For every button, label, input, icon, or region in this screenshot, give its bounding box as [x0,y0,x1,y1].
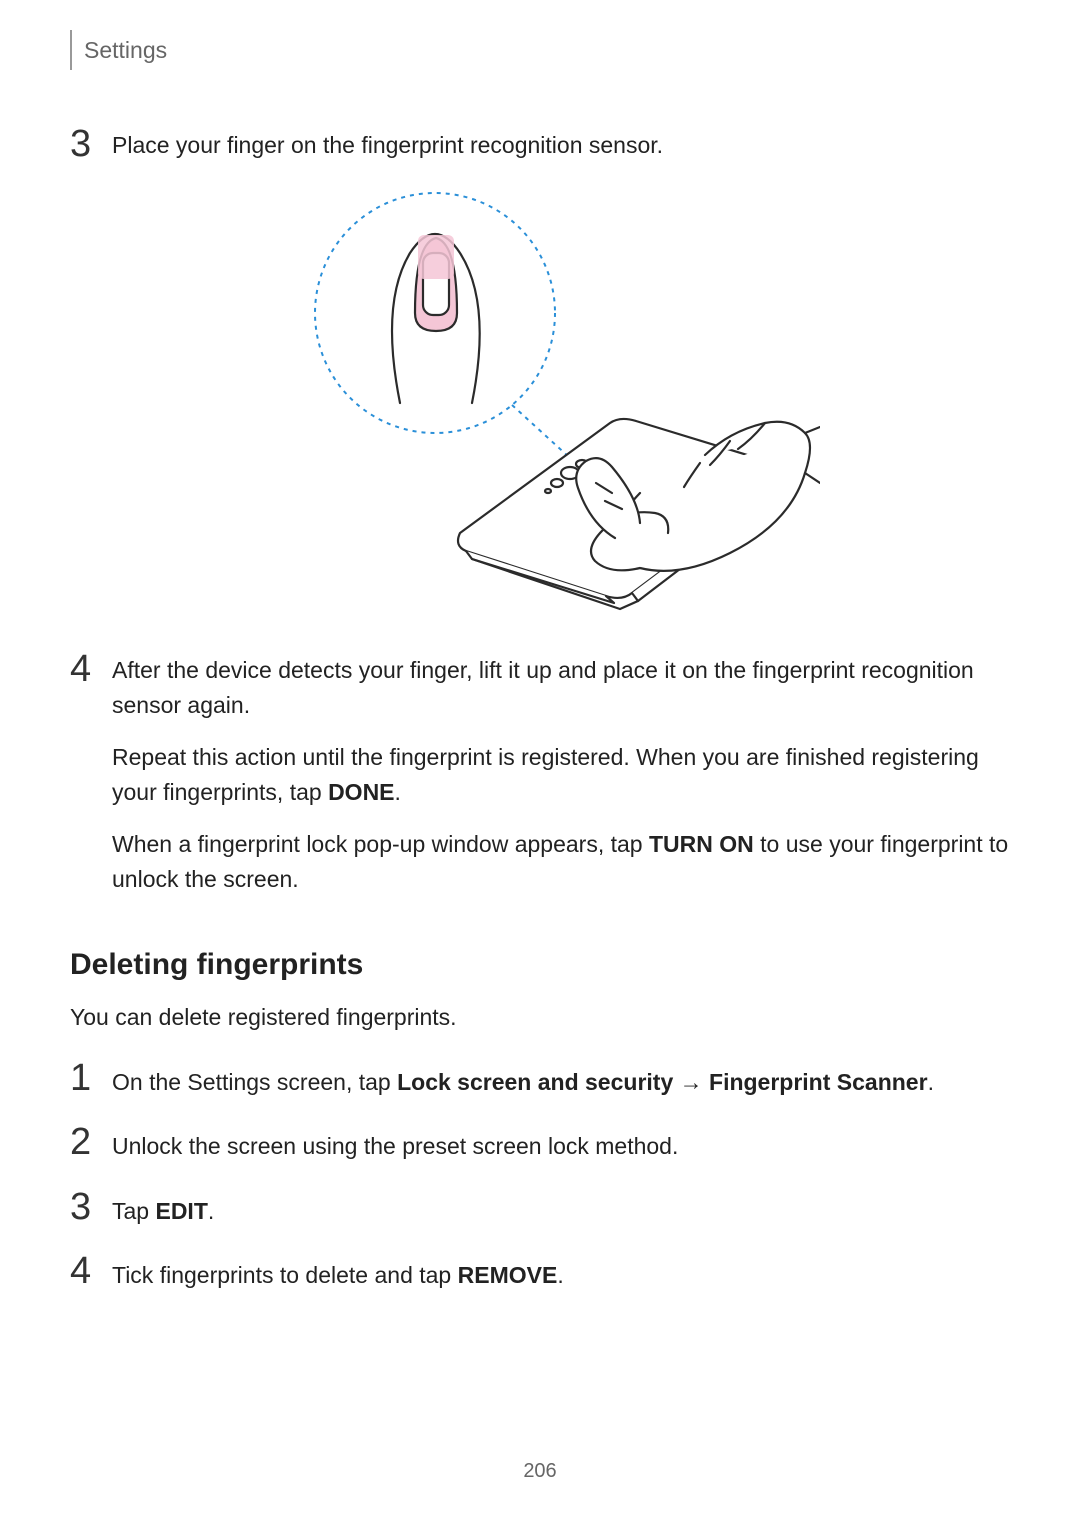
text: . [208,1198,214,1224]
delete-step-4: 4 Tick fingerprints to delete and tap RE… [70,1252,1010,1292]
bold-text: Fingerprint Scanner [709,1069,928,1095]
section-heading: Deleting fingerprints [70,948,1010,982]
step-text: Tick fingerprints to delete and tap REMO… [112,1259,1010,1292]
step-number: 2 [70,1123,112,1161]
step-number: 1 [70,1059,112,1097]
delete-step-3: 3 Tap EDIT. [70,1188,1010,1228]
document-page: Settings 3 Place your finger on the fing… [0,0,1080,1292]
header-title: Settings [84,37,167,64]
step-text: Unlock the screen using the preset scree… [112,1130,1010,1163]
section-intro: You can delete registered fingerprints. [70,1004,1010,1031]
text: Tap [112,1198,155,1224]
page-header: Settings [70,30,1010,70]
step-text: Place your finger on the fingerprint rec… [112,128,1010,163]
text: . [557,1262,563,1288]
step-text: On the Settings screen, tap Lock screen … [112,1066,1010,1099]
text: Unlock the screen using the preset scree… [112,1133,678,1159]
text: Repeat this action until the fingerprint… [112,744,979,805]
step-4: 4 After the device detects your finger, … [70,653,1010,914]
bold-text: DONE [328,779,394,805]
step-paragraph: When a fingerprint lock pop-up window ap… [112,827,1010,896]
step-3: 3 Place your finger on the fingerprint r… [70,128,1010,163]
bold-text: EDIT [155,1198,207,1224]
step-paragraph: After the device detects your finger, li… [112,653,1010,722]
bold-text: REMOVE [458,1262,558,1288]
delete-step-1: 1 On the Settings screen, tap Lock scree… [70,1059,1010,1099]
text: After the device detects your finger, li… [112,657,974,718]
text: On the Settings screen, tap [112,1069,397,1095]
header-divider [70,30,72,70]
step-paragraph: Repeat this action until the fingerprint… [112,740,1010,809]
text: . [928,1069,934,1095]
bold-text: TURN ON [649,831,754,857]
step-number: 3 [70,1188,112,1226]
bold-text: Lock screen and security [397,1069,673,1095]
step-number: 4 [70,1252,112,1290]
step-body: After the device detects your finger, li… [112,653,1010,914]
page-number: 206 [0,1460,1080,1483]
text: When a fingerprint lock pop-up window ap… [112,831,649,857]
illustration-svg [260,183,820,613]
text: . [395,779,401,805]
text: Tick fingerprints to delete and tap [112,1262,458,1288]
step-text: Tap EDIT. [112,1195,1010,1228]
step-number: 4 [70,650,112,688]
delete-step-2: 2 Unlock the screen using the preset scr… [70,1123,1010,1163]
step-number: 3 [70,125,112,163]
arrow-text: → [673,1069,709,1095]
fingerprint-illustration [70,183,1010,613]
